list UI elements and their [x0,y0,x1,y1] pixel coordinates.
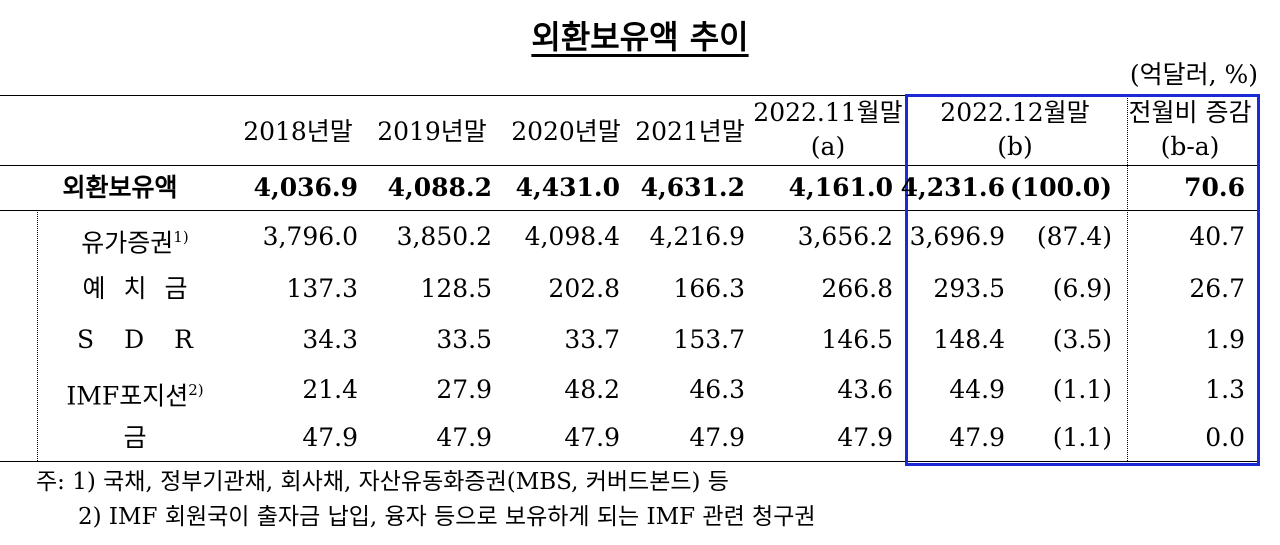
row-label-text: IMF포지션 [66,381,189,411]
cell: 293.5 [933,274,1005,303]
change: 26.7 [1189,274,1245,303]
share: (1.1) [1052,375,1112,404]
cell: 4,036.9 [253,173,358,202]
change: 40.7 [1189,222,1245,251]
cell: 47.9 [564,423,620,452]
cell: 47.9 [949,423,1005,452]
row-label: 예 치 금 [83,274,188,304]
share: (100.0) [1010,173,1112,202]
share: (1.1) [1052,423,1112,452]
row-label: 외환보유액 [62,173,177,203]
cell: 153.7 [673,325,745,354]
change: 0.0 [1205,423,1245,452]
cell: 47.9 [837,423,893,452]
row-label: IMF포지션2) [66,375,203,411]
rule [0,210,1258,211]
rule [0,95,1258,96]
row-label-text: 유가증권 [81,228,174,258]
column-header: 2018년말 [243,117,353,146]
cell: 3,696.9 [909,222,1005,251]
cell: 3,656.2 [797,222,893,251]
change: 1.3 [1205,375,1245,404]
cell: 4,231.6 [900,173,1005,202]
column-header: 2021년말 [635,117,745,146]
cell: 4,161.0 [788,173,893,202]
title: 외환보유액 추이 [531,18,749,56]
column-header: 2022.11월말 [753,98,903,127]
row-label: S D R [77,325,193,355]
rule [0,461,1258,462]
column-header: 2022.12월말 [940,98,1090,127]
highlight-box [905,94,1260,466]
column-subheader: (b) [997,132,1033,161]
cell: 47.9 [302,423,358,452]
divider [1127,95,1128,461]
cell: 47.9 [436,423,492,452]
cell: 146.5 [821,325,893,354]
cell: 137.3 [286,274,358,303]
cell: 4,088.2 [387,173,492,202]
row-label: 금 [123,423,146,453]
change: 70.6 [1184,173,1245,202]
column-header: 전월비 증감 [1128,98,1252,127]
share: (3.5) [1052,325,1112,354]
share: (87.4) [1036,222,1112,251]
cell: 4,431.0 [515,173,620,202]
cell: 266.8 [821,274,893,303]
cell: 4,098.4 [524,222,620,251]
row-label-text: S D R [77,325,193,354]
footnote: 주: 1) 국채, 정부기관채, 회사채, 자산유동화증권(MBS, 커버드본드… [36,469,729,495]
cell: 166.3 [673,274,745,303]
row-label-text: 예 치 금 [82,274,188,303]
cell: 43.6 [837,375,893,404]
cell: 4,216.9 [649,222,745,251]
rule [0,165,1258,166]
cell: 48.2 [564,375,620,404]
cell: 44.9 [949,375,1005,404]
cell: 3,850.2 [396,222,492,251]
change: 1.9 [1205,325,1245,354]
share: (6.9) [1052,274,1112,303]
column-header: 2019년말 [377,117,487,146]
cell: 33.5 [436,325,492,354]
cell: 4,631.2 [640,173,745,202]
divider [37,210,38,461]
row-label: 유가증권1) [81,222,188,258]
column-subheader: (b-a) [1160,132,1220,161]
cell: 33.7 [564,325,620,354]
footnote-ref: 2) [188,381,204,399]
cell: 27.9 [436,375,492,404]
footnote-ref: 1) [173,228,189,246]
cell: 3,796.0 [262,222,358,251]
column-header: 2020년말 [511,117,621,146]
unit: (억달러, %) [1129,60,1258,89]
cell: 21.4 [302,375,358,404]
cell: 202.8 [548,274,620,303]
footnote: 2) IMF 회원국이 출자금 납입, 융자 등으로 보유하게 되는 IMF 관… [78,504,816,530]
cell: 148.4 [933,325,1005,354]
cell: 128.5 [420,274,492,303]
row-label-text: 금 [123,423,147,452]
row-label-text: 외환보유액 [62,173,178,202]
column-subheader: (a) [810,132,846,161]
cell: 47.9 [689,423,745,452]
cell: 34.3 [302,325,358,354]
cell: 46.3 [689,375,745,404]
